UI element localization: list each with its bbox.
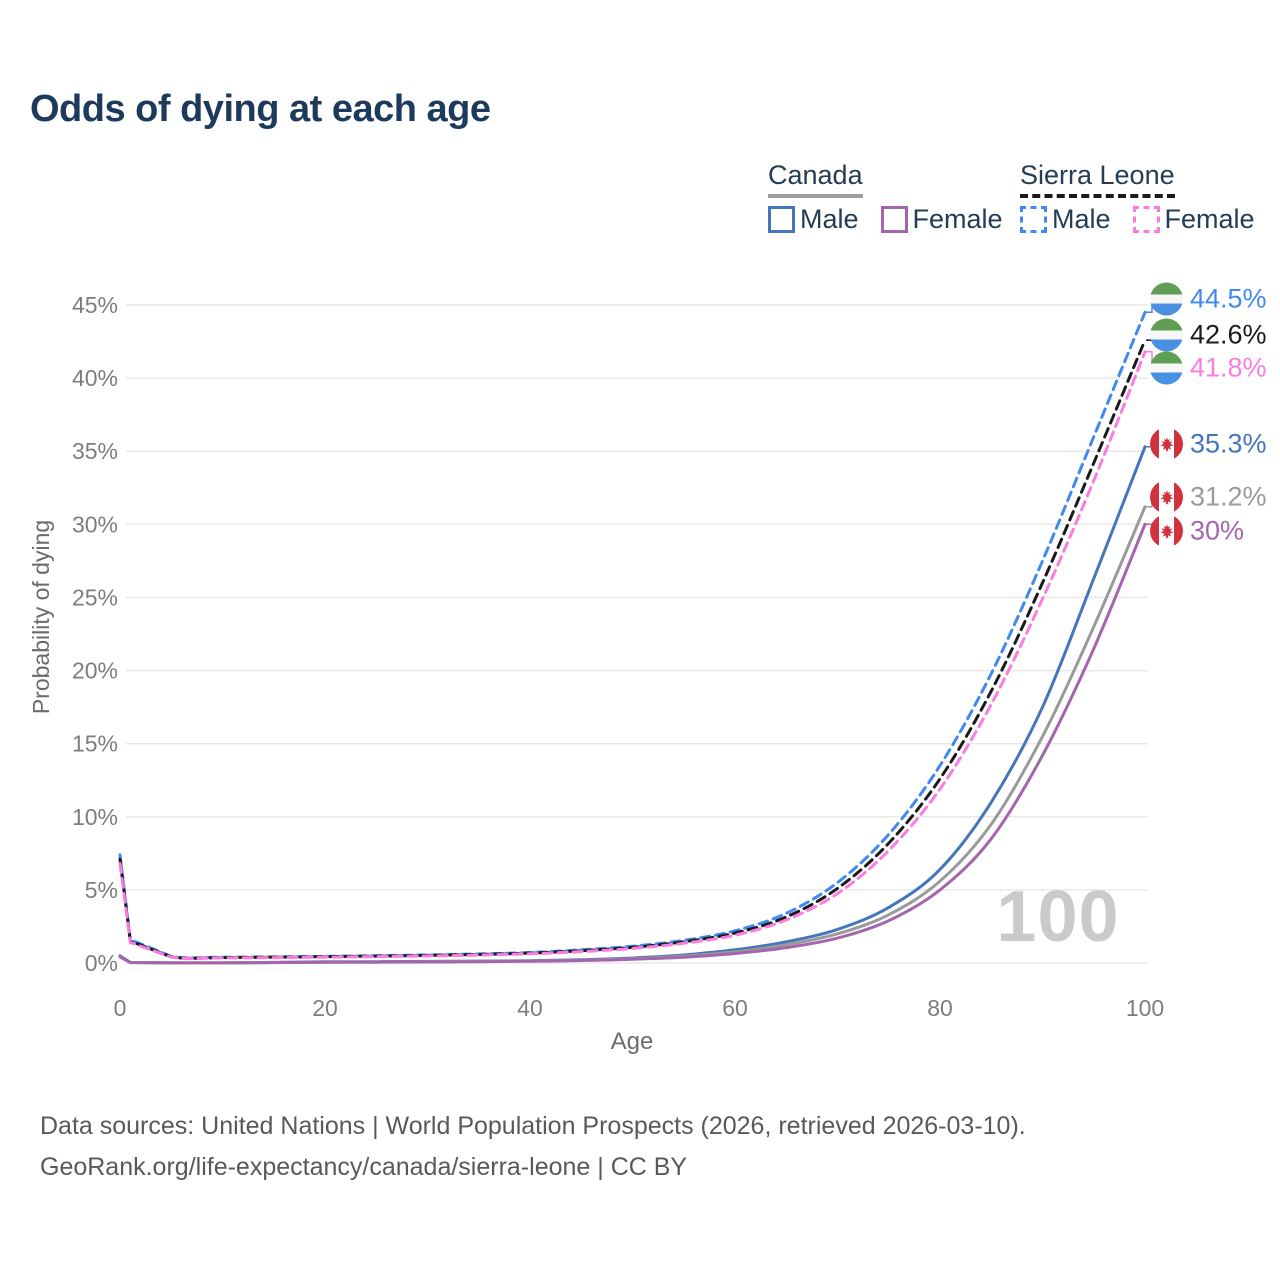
canada-flag-icon (1150, 480, 1183, 514)
line-sierra_leone_male[interactable] (118, 310, 1147, 960)
page-title: Odds of dying at each age (30, 88, 491, 130)
x-axis-title: Age (610, 1028, 654, 1055)
end-label-sierra-leone-male: 44.5% (1150, 282, 1267, 316)
y-tick-label: 10% (72, 804, 118, 830)
end-value-canada-female: 30% (1190, 515, 1245, 546)
legend-sierra-leone-male-label: Male (1052, 204, 1111, 234)
sierra-leone-flag-icon (1150, 282, 1183, 316)
legend-canada-title[interactable]: Canada (768, 160, 863, 198)
y-tick-label: 20% (72, 658, 118, 684)
sierra-leone-flag-icon (1150, 318, 1183, 352)
legend-canada-female-label: Female (912, 204, 1003, 234)
x-tick-label: 20 (312, 995, 338, 1021)
end-label-canada-female: 30% (1150, 514, 1245, 548)
data-source-line: Data sources: United Nations | World Pop… (40, 1112, 1026, 1140)
y-tick-label: 30% (72, 511, 118, 537)
age-watermark: 100 (996, 877, 1120, 957)
legend-item-sierra-leone-female[interactable]: Female (1132, 204, 1255, 235)
legend-item-canada-male[interactable]: Male (768, 204, 859, 235)
y-tick-label: 5% (85, 877, 118, 903)
end-label-sierra-leone-female: 41.8% (1150, 351, 1267, 385)
canada-female-swatch-icon (880, 206, 908, 233)
legend-item-canada-female[interactable]: Female (880, 204, 1003, 235)
y-tick-label: 35% (72, 438, 118, 464)
legend-group-sierra-leone: Sierra Leone Male Female (1020, 160, 1255, 235)
end-value-canada-both: 31.2% (1190, 481, 1267, 512)
x-tick-label: 100 (1126, 995, 1164, 1021)
end-value-sierra-leone-female: 41.8% (1190, 352, 1267, 383)
line-canada_female[interactable] (118, 522, 1147, 965)
line-sierra_leone_female[interactable] (118, 350, 1147, 960)
end-value-sierra-leone-both: 42.6% (1190, 319, 1267, 350)
maple-leaf-icon (1159, 523, 1174, 539)
sierra-leone-male-swatch-icon (1020, 206, 1047, 233)
y-tick-label: 25% (72, 584, 118, 610)
end-label-canada-both: 31.2% (1150, 480, 1267, 514)
y-tick-label: 15% (72, 731, 118, 757)
canada-flag-icon (1150, 427, 1183, 461)
maple-leaf-icon (1159, 489, 1174, 505)
canada-flag-icon (1150, 514, 1183, 548)
legend: Canada Male Female Sierra Leone Male (0, 160, 1280, 240)
x-tick-label: 0 (114, 995, 127, 1021)
line-sierra_leone_both[interactable] (118, 338, 1147, 960)
end-label-sierra-leone-both: 42.6% (1150, 318, 1267, 352)
legend-group-canada: Canada Male Female (768, 160, 1003, 235)
attribution-line: GeoRank.org/life-expectancy/canada/sierr… (40, 1153, 688, 1181)
canada-male-swatch-icon (768, 206, 795, 233)
y-tick-label: 45% (72, 292, 118, 318)
sierra-leone-female-swatch-icon (1132, 206, 1160, 233)
end-value-canada-male: 35.3% (1190, 428, 1267, 459)
y-tick-label: 0% (85, 950, 118, 976)
sierra-leone-flag-icon (1150, 351, 1183, 385)
x-tick-label: 60 (722, 995, 748, 1021)
y-tick-label: 40% (72, 365, 118, 391)
x-tick-label: 80 (927, 995, 953, 1021)
end-value-sierra-leone-male: 44.5% (1190, 283, 1267, 314)
legend-sierra-leone-female-label: Female (1164, 204, 1255, 234)
maple-leaf-icon (1159, 436, 1174, 452)
footer: Data sources: United Nations | World Pop… (40, 1106, 1026, 1188)
end-label-canada-male: 35.3% (1150, 427, 1267, 461)
legend-item-sierra-leone-male[interactable]: Male (1020, 204, 1111, 235)
x-tick-label: 40 (517, 995, 543, 1021)
y-axis-title: Probability of dying (28, 519, 54, 715)
legend-canada-male-label: Male (800, 204, 859, 234)
legend-sierra-leone-title[interactable]: Sierra Leone (1020, 160, 1175, 198)
